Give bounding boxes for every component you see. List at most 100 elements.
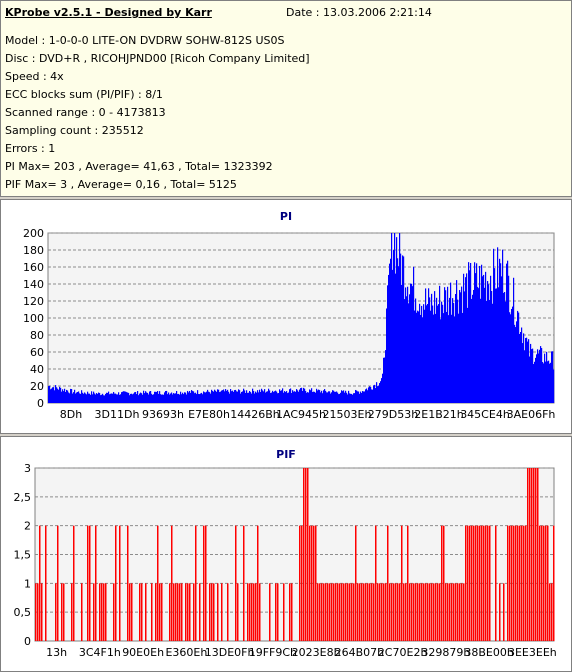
pi-area-column <box>498 287 500 403</box>
pi-area-column <box>56 387 58 403</box>
pi-area-column <box>467 307 469 403</box>
info-scanned-range: Scanned range : 0 - 4173813 <box>5 106 166 119</box>
pif-bar <box>309 525 311 641</box>
pi-x-tick-label: 3AE06Fh <box>507 408 556 421</box>
pi-area-column <box>327 392 329 403</box>
pi-area-column <box>100 395 102 403</box>
pif-series <box>35 468 555 641</box>
pif-bar <box>417 583 419 641</box>
pi-area-column <box>323 390 325 403</box>
pi-area-column <box>428 288 430 403</box>
pif-bar <box>447 583 449 641</box>
pif-bar <box>385 583 387 641</box>
pi-area-column <box>244 390 246 403</box>
pi-area-column <box>420 314 422 403</box>
pi-area-column <box>451 314 453 403</box>
pi-area-column <box>243 388 245 403</box>
pi-area-column <box>505 301 507 403</box>
pi-y-tick-label: 120 <box>23 295 44 308</box>
pi-area-column <box>193 391 195 403</box>
pi-area-column <box>294 391 296 403</box>
pi-area-column <box>538 353 540 403</box>
pi-area-column <box>175 393 177 403</box>
pi-area-column <box>471 298 473 403</box>
pif-bar <box>433 583 435 641</box>
pi-area-column <box>147 392 149 403</box>
pi-area-column <box>285 392 287 403</box>
pif-y-tick-label: 1 <box>24 577 31 590</box>
pi-area-column <box>232 390 234 403</box>
pif-bar <box>439 583 441 641</box>
pi-area-column <box>546 351 548 403</box>
pi-area-column <box>384 357 386 403</box>
pi-area-column <box>108 391 110 403</box>
pi-area-column <box>550 362 552 403</box>
pif-bar <box>409 583 411 641</box>
pi-area-column <box>179 394 181 403</box>
pif-bar <box>551 583 553 641</box>
pif-x-tick-label: 2C70E2h <box>378 646 428 659</box>
pif-bar <box>387 525 389 641</box>
pi-area-column <box>64 388 66 403</box>
pi-area-column <box>548 360 550 403</box>
pif-bar <box>373 583 375 641</box>
pi-area-column <box>407 286 409 403</box>
pi-area-column <box>304 388 306 403</box>
pi-area-column <box>364 391 366 403</box>
pi-area-column <box>231 391 233 403</box>
pi-area-column <box>366 388 368 403</box>
pif-bar <box>253 583 255 641</box>
pi-y-tick-label: 40 <box>30 363 44 376</box>
pi-area-column <box>257 390 259 403</box>
pi-area-column <box>142 394 144 403</box>
pi-area-column <box>332 390 334 403</box>
pif-bar <box>173 583 175 641</box>
pif-bar <box>57 525 59 641</box>
pi-area-column <box>143 390 145 403</box>
pi-area-column <box>452 298 454 403</box>
pif-bar <box>457 583 459 641</box>
pi-area-column <box>174 393 176 403</box>
pif-bar <box>553 525 555 641</box>
pi-area-column <box>397 258 399 403</box>
pi-area-column <box>65 391 67 403</box>
pif-bar <box>537 468 539 641</box>
pif-bar <box>55 583 57 641</box>
pif-bar <box>115 525 117 641</box>
pi-area-column <box>131 393 133 403</box>
pi-area-column <box>82 392 84 403</box>
pi-area-column <box>439 285 441 403</box>
pi-area-column <box>291 393 293 403</box>
pif-bar <box>343 583 345 641</box>
pi-area-column <box>111 393 113 403</box>
pif-bar <box>479 525 481 641</box>
pi-area-column <box>182 392 184 403</box>
pif-bar <box>397 583 399 641</box>
pi-area-column <box>528 339 530 403</box>
pif-bar <box>275 583 277 641</box>
pif-bar <box>73 525 75 641</box>
pi-area-column <box>389 263 391 403</box>
pi-area-column <box>433 314 435 403</box>
pi-area-column <box>336 391 338 403</box>
pi-area-column <box>321 390 323 403</box>
pi-area-column <box>434 291 436 403</box>
pif-bar <box>205 525 207 641</box>
pif-bar <box>531 468 533 641</box>
pi-area-column <box>418 311 420 403</box>
pi-x-tick-label: 279D53h <box>368 408 418 421</box>
pi-area-column <box>457 299 459 403</box>
pi-area-column <box>531 349 533 403</box>
pif-bar <box>193 583 195 641</box>
pi-area-column <box>322 393 324 403</box>
pif-bar <box>269 583 271 641</box>
pif-bar <box>515 525 517 641</box>
pi-area-column <box>368 387 370 403</box>
pi-area-column <box>536 354 538 403</box>
pi-series <box>48 233 555 403</box>
pi-area-column <box>214 389 216 403</box>
info-disc: Disc : DVD+R , RICOHJPND00 [Ricoh Compan… <box>5 52 310 65</box>
pi-area-column <box>314 391 316 403</box>
pi-area-column <box>268 388 270 403</box>
pi-area-column <box>123 391 125 403</box>
